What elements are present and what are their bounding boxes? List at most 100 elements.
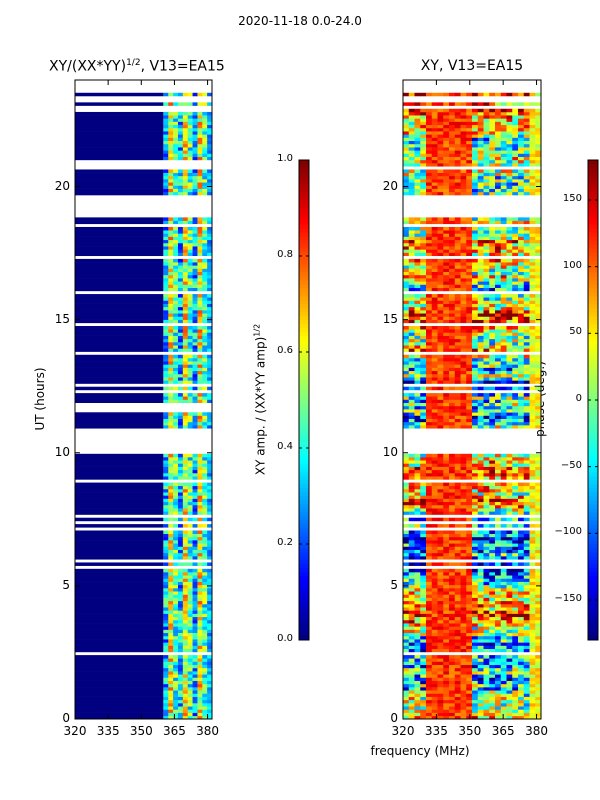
phase-cell [431,524,438,528]
phase-cell [408,562,415,566]
amp-cell [177,463,184,467]
amp-cell [197,233,203,237]
amp-cell [197,306,203,311]
amp-cell [192,415,198,419]
phase-cell [472,377,479,381]
phase-cell [443,610,450,614]
phase-cell [449,687,456,691]
phase-cell [529,511,536,515]
amp-cell [202,179,208,183]
amp-cell [177,310,184,314]
phase-cell [431,316,438,320]
amp-cell-low [75,354,164,359]
amp-cell [192,335,198,340]
amp-cell-low [75,524,164,528]
phase-cell [414,549,421,554]
amp-cell [197,619,203,624]
amp-cell [187,619,193,624]
phase-cell [454,418,461,423]
phase-cell [477,536,484,541]
amp-cell [187,140,193,145]
phase-cell [466,341,473,346]
amp-cell [197,658,203,662]
phase-cell [420,252,427,257]
phase-cell [495,504,502,509]
phase-cell [426,661,433,665]
phase-cell [431,338,438,343]
amp-cell [163,575,169,579]
phase-cell [443,230,450,234]
phase-cell [414,690,421,694]
phase-cell [443,495,450,499]
amp-cell [163,412,169,416]
phase-cell [420,482,427,487]
amp-cell [163,556,169,560]
amp-cell [207,687,213,691]
phase-cell [408,284,415,288]
phase-cell [426,457,433,461]
phase-cell [460,578,467,582]
amp-cell [197,147,203,151]
amp-cell [192,373,198,378]
phase-cell [443,274,450,279]
amp-cell [202,607,208,611]
phase-cell [443,504,450,509]
amp-cell [197,338,203,343]
amp-cell [168,584,174,589]
amp-cell [192,310,198,314]
phase-cell [523,706,530,710]
phase-cell [408,482,415,487]
amp-cell [187,274,193,279]
phase-cell [408,348,415,352]
phase-cell [443,364,450,368]
phase-cell [523,699,530,704]
phase-cell [403,543,410,547]
phase-cell [437,511,444,515]
phase-cell [523,546,530,550]
phase-cell [477,348,484,352]
phase-cell [483,402,490,407]
phase-cell [426,326,433,330]
phase-cell [403,310,410,314]
phase-cell [506,703,513,707]
phase-cell [483,661,490,665]
phase-cell [414,482,421,487]
amp-cell [192,326,198,330]
phase-cell [454,488,461,493]
amp-cell [192,693,198,697]
amp-cell [207,683,213,688]
amp-cell [207,274,213,279]
phase-cell [472,642,479,646]
phase-cell [414,696,421,701]
phase-cell [523,284,530,288]
amp-cell [192,642,198,646]
phase-cell [489,341,496,346]
phase-cell [495,581,502,586]
amp-cell [163,613,169,618]
phase-cell [472,262,479,266]
phase-cell [426,370,433,375]
phase-cell [466,709,473,713]
phase-cell [518,418,525,423]
amp-cell [168,594,174,598]
amp-cell [163,313,169,317]
amp-cell [177,453,184,458]
amp-cell [197,581,203,586]
phase-cell [414,319,421,324]
amp-cell [187,172,193,177]
amp-cell [187,626,193,630]
phase-cell [500,524,507,528]
amp-cell [173,150,179,154]
phase-cell [460,556,467,560]
phase-cell [437,405,444,410]
amp-cell [187,495,193,499]
phase-xlabel: frequency (MHz) [370,744,470,758]
amp-cell [192,300,198,304]
amp-cell [177,415,184,419]
amp-cell [187,313,193,317]
phase-cell [454,597,461,602]
phase-cell [443,581,450,586]
phase-cell [512,572,519,576]
amp-cell [163,517,169,522]
amp-cell-low [75,281,164,285]
